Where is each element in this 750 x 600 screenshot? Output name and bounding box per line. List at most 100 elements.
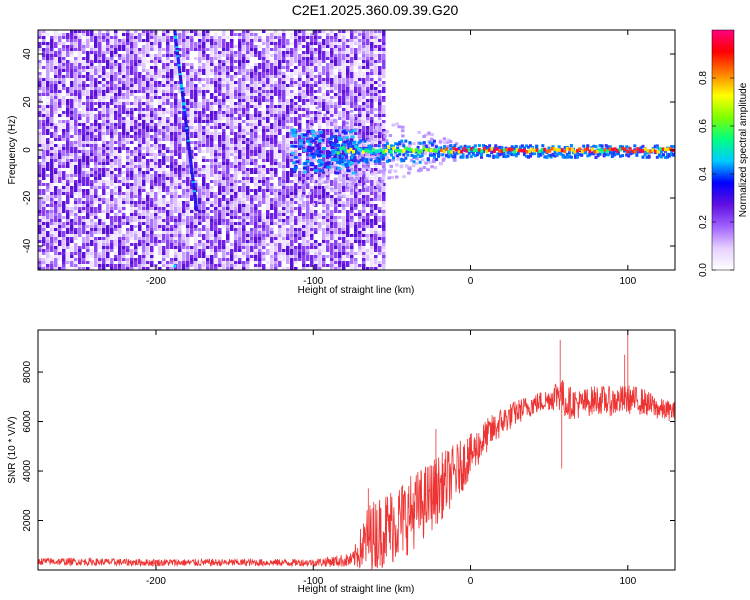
heatmap-cell — [58, 249, 62, 252]
heatmap-cell — [138, 246, 142, 249]
heatmap-cell — [146, 153, 150, 156]
heatmap-cell — [250, 114, 254, 117]
heatmap-cell — [302, 111, 306, 114]
heatmap-cell — [50, 51, 54, 54]
heatmap-cell — [50, 39, 54, 48]
heatmap-cell — [46, 252, 50, 261]
heatmap-cell — [182, 177, 186, 180]
heatmap-cell — [286, 84, 290, 87]
heatmap-cell — [42, 171, 46, 180]
heatmap-cell — [310, 255, 314, 264]
heatmap-cell — [250, 141, 254, 144]
heatmap-cell — [190, 228, 194, 234]
heatmap-cell — [130, 165, 134, 168]
heatmap-cell — [266, 183, 270, 192]
heatmap-cell — [266, 99, 270, 102]
heatmap-cell — [194, 180, 198, 183]
heatmap-cell — [290, 258, 294, 264]
heatmap-cell — [70, 30, 74, 33]
heatmap-cell — [282, 141, 286, 147]
heatmap-cell — [166, 39, 170, 42]
heatmap-cell — [82, 126, 86, 135]
heatmap-cell — [258, 267, 262, 270]
heatmap-cell — [110, 228, 114, 237]
heatmap-cell — [162, 219, 166, 222]
heatmap-cell — [174, 231, 178, 234]
heatmap-cell — [274, 84, 278, 87]
heatmap-cell — [198, 144, 202, 147]
heatmap-cell — [322, 60, 326, 63]
heatmap-cell — [378, 66, 382, 72]
heatmap-cell — [98, 147, 102, 150]
heatmap-cell — [146, 96, 150, 99]
heatmap-cell — [298, 171, 302, 174]
heatmap-cell — [106, 30, 110, 33]
heatmap-cell — [254, 186, 258, 189]
heatmap-cell — [58, 240, 62, 249]
heatmap-cell — [62, 162, 66, 165]
heatmap-cell — [62, 132, 66, 135]
heatmap-cell — [102, 195, 106, 198]
heatmap-cell — [266, 219, 270, 228]
heatmap-cell — [270, 150, 274, 156]
heatmap-cell — [182, 48, 186, 51]
heatmap-cell — [110, 249, 114, 252]
heatmap-cell — [306, 135, 310, 138]
heatmap-cell — [46, 222, 50, 228]
heatmap-cell — [58, 195, 62, 198]
heatmap-cell — [330, 198, 334, 201]
heatmap-cell — [58, 42, 62, 45]
heatmap-cell — [322, 234, 326, 240]
heatmap-cell — [54, 162, 58, 165]
heatmap-cell — [294, 39, 298, 42]
heatmap-cell — [326, 234, 330, 237]
heatmap-cell — [58, 114, 62, 117]
heatmap-cell — [90, 207, 94, 216]
heatmap-cell — [250, 207, 254, 210]
heatmap-cell — [370, 222, 374, 231]
heatmap-cell — [170, 168, 174, 171]
heatmap-cell — [370, 177, 374, 180]
heatmap-cell — [166, 204, 170, 207]
heatmap-cell — [102, 51, 106, 54]
heatmap-cell — [306, 120, 310, 123]
heatmap-cell — [230, 66, 234, 72]
heatmap-cell — [154, 219, 158, 228]
heatmap-cell — [42, 267, 46, 270]
heatmap-cell — [154, 153, 158, 162]
heatmap-cell — [70, 246, 74, 255]
heatmap-cell — [254, 267, 258, 270]
heatmap-cell — [118, 126, 122, 129]
heatmap-cell — [266, 132, 270, 135]
heatmap-cell — [62, 87, 66, 90]
heatmap-cell — [170, 213, 174, 216]
heatmap-cell — [346, 261, 350, 267]
heatmap-cell — [118, 135, 122, 138]
heatmap-cell — [230, 216, 234, 219]
heatmap-cell — [110, 114, 114, 123]
heatmap-cell — [278, 195, 282, 198]
heatmap-cell — [362, 261, 366, 264]
heatmap-cell — [134, 129, 138, 132]
heatmap-cell — [82, 267, 86, 270]
heatmap-cell — [158, 174, 162, 177]
heatmap-cell — [66, 117, 70, 120]
heatmap-cell — [78, 204, 82, 207]
heatmap-cell — [254, 198, 258, 201]
heatmap-cell — [166, 60, 170, 63]
heatmap-cell — [198, 234, 202, 237]
heatmap-cell — [218, 90, 222, 93]
heatmap-cell — [134, 225, 138, 228]
heatmap-cell — [278, 216, 282, 219]
heatmap-cell — [226, 105, 230, 108]
heatmap-cell — [42, 126, 46, 129]
heatmap-cell — [290, 237, 294, 240]
heatmap-cell — [102, 201, 106, 204]
heatmap-cell — [174, 141, 178, 144]
heatmap-cell — [274, 240, 278, 243]
heatmap-cell — [298, 36, 302, 39]
heatmap-cell — [230, 267, 234, 270]
heatmap-cell — [290, 213, 294, 216]
heatmap-cell — [378, 240, 382, 249]
heatmap-cell — [82, 105, 86, 114]
